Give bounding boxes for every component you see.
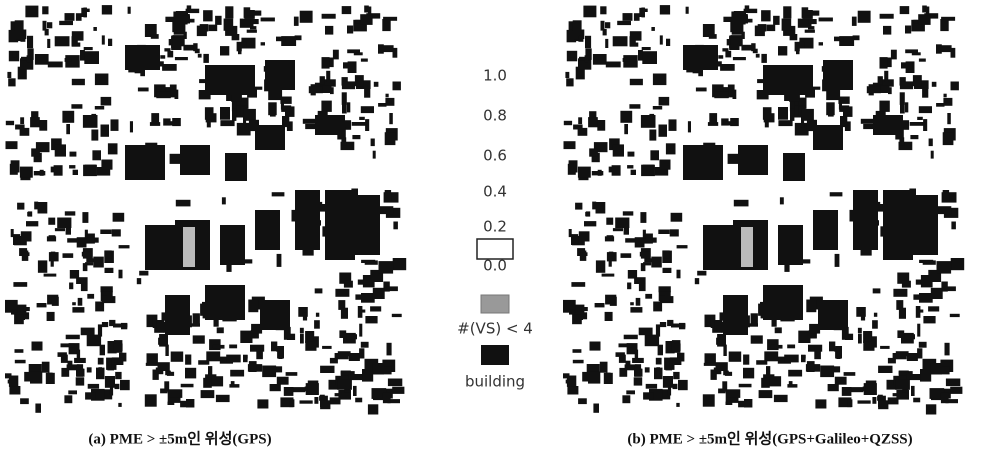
map-gnss (563, 5, 964, 414)
scale-label: 0.0 (483, 257, 507, 275)
figure-svg: 1.0 0.8 0.6 0.4 0.2 0.0 #(VS) < 4 buildi… (0, 0, 990, 455)
scale-label: 0.6 (483, 147, 507, 165)
scale-label: 0.2 (483, 218, 507, 236)
building-swatch (481, 345, 509, 365)
caption: (a) PME > ±5m인 위성(GPS) (88, 429, 271, 447)
scale-label: 1.0 (483, 67, 507, 85)
scale-label: 0.8 (483, 107, 507, 125)
caption: (b) PME > ±5m인 위성(GPS+Galileo+QZSS) (627, 429, 912, 447)
figure: 1.0 0.8 0.6 0.4 0.2 0.0 #(VS) < 4 buildi… (0, 0, 990, 455)
building-label: building (465, 373, 525, 391)
visibility-label: #(VS) < 4 (457, 320, 533, 338)
visibility-swatch (481, 295, 509, 313)
map-gps (5, 5, 406, 414)
scale-label: 0.4 (483, 183, 507, 201)
